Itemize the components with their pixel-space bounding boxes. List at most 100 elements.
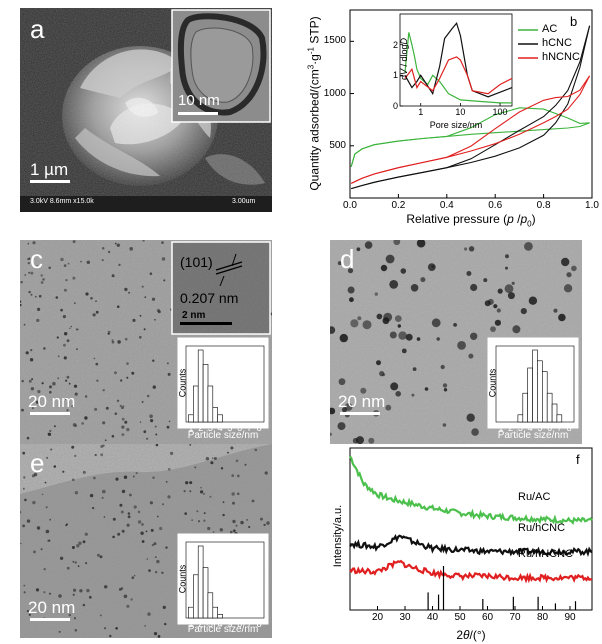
panel-f-xlabel-2: 2 — [456, 628, 464, 642]
nanoparticle — [139, 421, 142, 423]
nanoparticle — [84, 416, 88, 420]
nanoparticle — [126, 427, 130, 432]
nanoparticle — [376, 360, 381, 366]
nanoparticle — [30, 349, 33, 352]
nanoparticle — [337, 261, 342, 266]
nanoparticle — [103, 627, 107, 630]
nanoparticle — [27, 261, 30, 265]
nanoparticle — [232, 519, 236, 524]
panel_c-hist-bar — [202, 364, 209, 423]
nanoparticle — [21, 408, 24, 412]
nanoparticle — [49, 518, 52, 521]
nanoparticle — [32, 500, 36, 505]
nanoparticle — [146, 394, 150, 398]
nanoparticle — [48, 539, 51, 542]
nanoparticle — [111, 339, 114, 342]
nanoparticle — [143, 430, 147, 434]
nanoparticle — [58, 630, 61, 633]
panel-b-inset-ylabel-D: D — [399, 37, 409, 45]
nanoparticle — [431, 318, 441, 328]
nanoparticle — [121, 425, 125, 429]
nanoparticle — [379, 371, 385, 377]
nanoparticle — [466, 271, 472, 276]
nanoparticle — [152, 385, 156, 389]
nanoparticle — [117, 532, 121, 536]
nanoparticle — [31, 378, 34, 381]
nanoparticle — [496, 308, 501, 313]
nanoparticle — [94, 407, 98, 411]
nanoparticle — [207, 526, 211, 531]
panel-b-ylabel-mid: ·g — [307, 54, 322, 65]
nanoparticle — [505, 266, 508, 270]
nanoparticle — [115, 477, 119, 481]
nanoparticle — [383, 312, 393, 322]
nanoparticle — [37, 390, 41, 394]
nanoparticle — [28, 613, 31, 616]
panel_c-hist-bar — [197, 349, 204, 423]
panel-b-x-tick-label: 0.0 — [343, 200, 357, 211]
nanoparticle — [120, 379, 123, 382]
nanoparticle — [43, 347, 46, 350]
nanoparticle — [356, 247, 361, 252]
nanoparticle — [153, 632, 158, 636]
nanoparticle — [93, 357, 96, 360]
panel-b-inset-x-tick-label: 10 — [455, 107, 466, 117]
nanoparticle — [145, 530, 148, 533]
nanoparticle — [212, 531, 215, 533]
panel-c-tem-image: c 20 nm (101) 0.207 nm 2 nm Counts Parti… — [20, 240, 272, 444]
nanoparticle — [205, 457, 210, 461]
nanoparticle — [63, 288, 67, 292]
panel-c-label: c — [30, 244, 43, 274]
nanoparticle — [349, 297, 354, 303]
panel_d-hist-bar — [522, 392, 529, 423]
panel-b-series-hNCNC-desorption — [350, 75, 591, 184]
nanoparticle — [244, 463, 247, 466]
nanoparticle — [266, 521, 270, 525]
panel_e-hist-tick-label: 2 — [198, 619, 204, 629]
nanoparticle — [76, 348, 78, 351]
nanoparticle — [34, 295, 37, 298]
panel-b-inset-y-tick-label: 1 — [392, 70, 398, 81]
nanoparticle — [167, 468, 171, 471]
panel-b-y-axis-label: Quantity adsorbed/(cm3·g-1 STP) — [307, 0, 322, 214]
nanoparticle — [111, 340, 115, 344]
nanoparticle — [436, 337, 440, 341]
nanoparticle — [112, 535, 115, 539]
nanoparticle — [356, 436, 364, 444]
nanoparticle — [77, 565, 80, 568]
nanoparticle — [362, 320, 372, 330]
nanoparticle — [28, 271, 30, 274]
nanoparticle — [457, 341, 466, 350]
nanoparticle — [170, 451, 174, 455]
nanoparticle — [23, 584, 26, 587]
panel_e-hist-tick-label: 1 — [188, 619, 194, 629]
nanoparticle — [107, 330, 111, 334]
nanoparticle — [64, 398, 67, 401]
nanoparticle — [167, 362, 169, 365]
nanoparticle — [21, 379, 24, 383]
nanoparticle — [53, 465, 57, 468]
nanoparticle — [116, 305, 120, 308]
nanoparticle — [142, 240, 145, 242]
nanoparticle — [85, 562, 88, 565]
panel-b-inset-y-tick-label: 2 — [392, 39, 398, 50]
nanoparticle — [524, 242, 533, 251]
nanoparticle — [374, 292, 378, 296]
panel-f-label: f — [576, 452, 580, 467]
nanoparticle — [75, 328, 78, 331]
nanoparticle — [164, 622, 167, 626]
nanoparticle — [163, 279, 166, 282]
nanoparticle — [233, 529, 236, 532]
panel-f-series-label-0: Ru/AC — [518, 491, 551, 503]
nanoparticle — [471, 428, 479, 436]
panel-b-inset-x-label: Pore size/nm — [429, 120, 483, 130]
panel-d-label: d — [340, 244, 355, 274]
panel_c-hist-tick-label: 8 — [256, 423, 262, 433]
nanoparticle — [126, 376, 129, 379]
nanoparticle — [24, 274, 27, 276]
nanoparticle — [140, 531, 144, 535]
panel_e-hist-tick-label: 3 — [207, 619, 213, 629]
panel_e-hist-bar — [202, 567, 209, 619]
panel-b-inset-series-AC — [404, 32, 512, 104]
